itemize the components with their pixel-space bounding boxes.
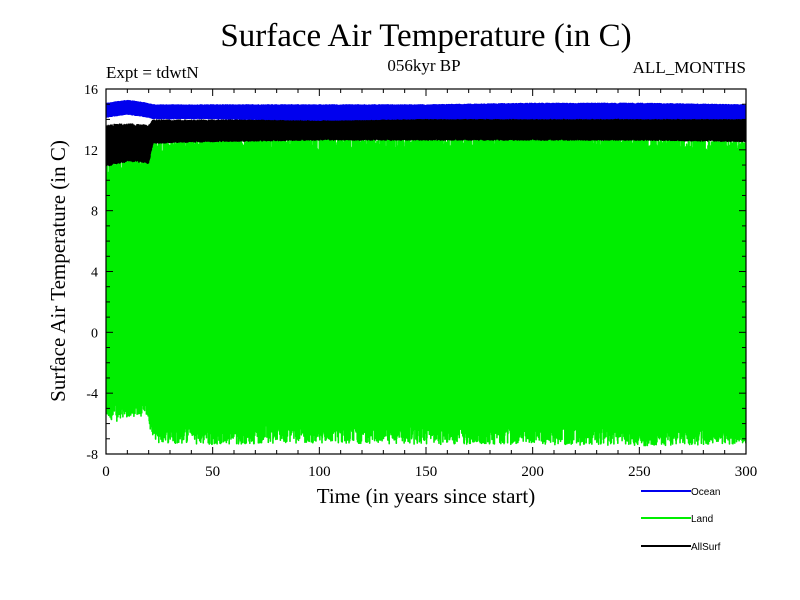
legend-item-allsurf: AllSurf [641, 542, 721, 553]
x-tick-label: 150 [415, 464, 438, 480]
legend-label: Land [691, 514, 713, 525]
legend-label: Ocean [691, 487, 720, 498]
experiment-label: Expt = tdwtN [106, 63, 199, 82]
series-ocean-line [106, 99, 746, 122]
y-tick-label: 0 [91, 326, 98, 341]
series-layer [106, 99, 746, 447]
legend-item-ocean: Ocean [641, 487, 720, 498]
chart-title: Surface Air Temperature (in C) [220, 18, 631, 54]
x-tick-label: 250 [628, 464, 651, 480]
y-tick-labels: -8 -4 0 4 8 12 16 [84, 83, 98, 463]
x-tick-label: 300 [735, 464, 758, 480]
y-axis-label: Surface Air Temperature (in C) [46, 140, 70, 402]
tick-layer [105, 88, 747, 455]
y-tick-label: 4 [91, 266, 98, 281]
series-land-line [106, 127, 746, 447]
y-tick-label: 12 [84, 144, 98, 159]
legend-label: AllSurf [691, 542, 721, 553]
y-tick-label: 8 [91, 205, 98, 220]
months-label: ALL_MONTHS [633, 58, 746, 77]
y-tick-label: 16 [84, 83, 98, 98]
x-tick-label: 200 [521, 464, 544, 480]
legend-item-land: Land [641, 514, 713, 525]
y-tick-label: -4 [86, 387, 98, 402]
x-tick-label: 50 [205, 464, 220, 480]
x-tick-labels: 0 50 100 150 200 250 300 [102, 464, 757, 480]
x-axis-label: Time (in years since start) [317, 484, 536, 508]
chart-subtitle: 056kyr BP [387, 56, 460, 75]
legend: Ocean Land AllSurf [641, 487, 721, 553]
x-tick-label: 0 [102, 464, 110, 480]
y-tick-label: -8 [86, 448, 98, 463]
x-tick-label: 100 [308, 464, 331, 480]
